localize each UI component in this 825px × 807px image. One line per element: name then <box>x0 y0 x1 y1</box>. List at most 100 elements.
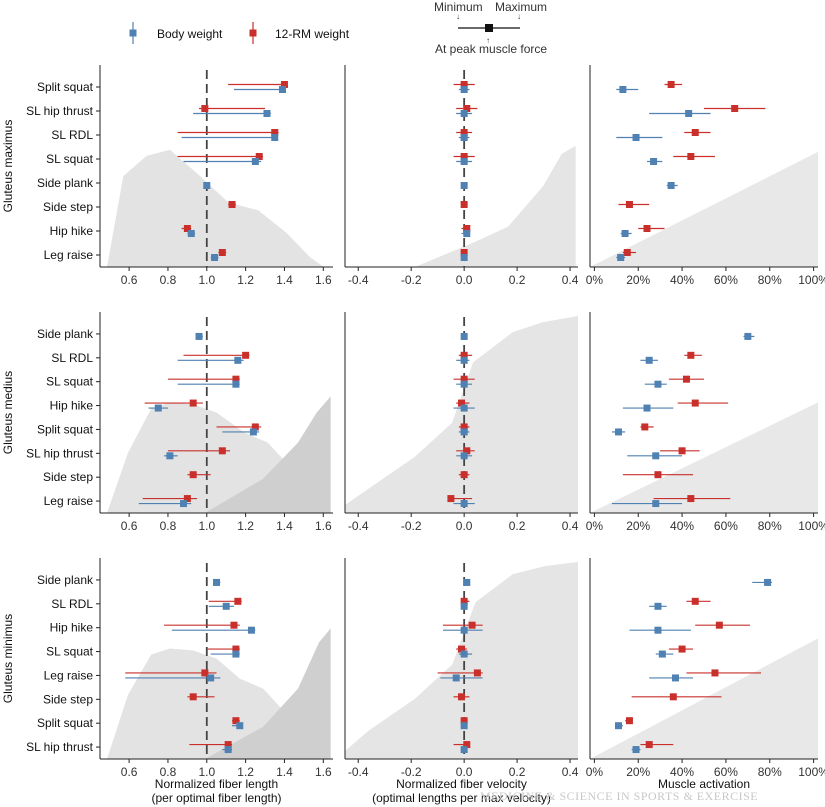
watermark: MEDICINE & SCIENCE IN SPORTS & EXERCISE <box>480 789 758 803</box>
x-tick-label: 100% <box>798 519 825 533</box>
x-tick-label: 0.8 <box>160 765 177 779</box>
point-body-sl-rdl <box>645 356 653 364</box>
point-rm-sl-hip-thrust <box>463 741 471 749</box>
exercise-label-sl-squat: SL squat <box>46 645 94 659</box>
legend-label-body-weight: Body weight <box>157 27 223 41</box>
legend-label-12rm-weight: 12-RM weight <box>275 27 350 41</box>
column-titles: Normalized fiber length(per optimal fibe… <box>151 777 750 805</box>
exercise-label-side-step: Side step <box>43 470 93 484</box>
point-body-sl-rdl <box>234 356 242 364</box>
x-tick-label: 1.0 <box>198 273 215 287</box>
point-body-sl-rdl <box>654 602 662 610</box>
point-rm-sl-rdl <box>460 129 468 136</box>
x-tick-label: 0.0 <box>456 273 473 287</box>
point-rm-split-squat <box>280 81 288 88</box>
point-body-split-squat <box>236 722 244 730</box>
x-axis-title-length: Normalized fiber length <box>155 777 278 791</box>
point-rm-leg-raise <box>460 249 468 256</box>
legend: Body weight 12-RM weight Minimum Maximum… <box>129 0 547 56</box>
x-tick-label: 80% <box>758 765 782 779</box>
point-body-leg-raise <box>460 500 468 508</box>
panel-gluteus-maximus-activation: 0% 20% 40% 60% 80% 100% <box>586 65 825 287</box>
point-body-sl-hip-thrust <box>652 452 660 460</box>
legend-key-peak-arrow: ↑ <box>486 36 490 45</box>
x-tick-label: -0.4 <box>348 273 369 287</box>
point-body-sl-hip-thrust <box>224 746 232 754</box>
exercise-label-leg-raise: Leg raise <box>44 494 94 508</box>
x-axis-title-activation: Muscle activation <box>658 777 750 791</box>
point-body-side-plank <box>460 332 468 340</box>
point-body-sl-squat <box>460 380 468 388</box>
point-rm-side-step <box>228 201 236 208</box>
point-rm-side-step <box>654 471 662 479</box>
point-body-hip-hike <box>460 626 468 634</box>
point-rm-sl-rdl <box>460 597 468 605</box>
point-body-sl-hip-thrust <box>460 110 468 117</box>
x-tick-label: 0% <box>586 519 604 533</box>
exercise-label-sl-squat: SL squat <box>46 152 94 166</box>
point-rm-sl-squat <box>678 645 686 653</box>
range-shading <box>204 396 331 513</box>
point-rm-leg-raise <box>183 495 191 503</box>
point-rm-sl-hip-thrust <box>731 105 739 112</box>
x-tick-label: 1.2 <box>237 765 254 779</box>
point-body-side-plank <box>744 332 752 340</box>
point-rm-hip-hike <box>643 225 651 232</box>
x-tick-label: 100% <box>798 765 825 779</box>
row-label-gluteus-maximus: Gluteus maximus <box>1 120 15 213</box>
point-body-sl-hip-thrust <box>263 110 271 117</box>
point-body-sl-squat <box>658 650 666 658</box>
point-body-sl-rdl <box>271 134 279 141</box>
point-rm-hip-hike <box>189 399 197 407</box>
point-body-sl-squat <box>460 650 468 658</box>
point-body-sl-hip-thrust <box>685 110 693 117</box>
point-body-leg-raise <box>207 674 215 682</box>
legend-item-body-weight: Body weight <box>129 22 223 44</box>
exercise-label-leg-raise: Leg raise <box>44 668 94 682</box>
exercise-label-split-squat: Split squat <box>37 80 94 94</box>
point-rm-hip-hike <box>230 621 238 629</box>
point-body-sl-rdl <box>632 134 640 141</box>
x-tick-label: 1.6 <box>315 765 332 779</box>
point-body-hip-hike <box>621 230 629 237</box>
point-body-split-squat <box>249 428 257 436</box>
point-rm-sl-squat <box>460 375 468 383</box>
point-rm-side-step <box>460 471 468 479</box>
point-rm-sl-rdl <box>234 597 242 605</box>
point-rm-split-squat <box>251 423 259 431</box>
x-tick-label: 0.0 <box>456 519 473 533</box>
point-body-leg-raise <box>452 674 460 682</box>
muscle-group-gluteus-minimus: Gluteus minimus 0.6 0.8 1.0 1.2 1.4 1.6 Side pl… <box>1 558 825 779</box>
x-tick-label: 60% <box>714 519 738 533</box>
exercise-label-sl-hip-thrust: SL hip thrust <box>26 740 94 754</box>
point-body-leg-raise <box>460 254 468 261</box>
point-rm-split-squat <box>460 717 468 725</box>
point-body-sl-rdl <box>460 602 468 610</box>
point-body-split-squat <box>615 722 622 730</box>
point-rm-sl-rdl <box>691 129 699 136</box>
legend-item-12rm-weight: 12-RM weight <box>249 22 350 44</box>
range-shading <box>590 151 818 267</box>
point-rm-sl-squat <box>232 375 240 383</box>
point-body-side-plank <box>195 332 203 340</box>
x-tick-label: 1.4 <box>276 519 293 533</box>
point-rm-hip-hike <box>458 399 465 407</box>
x-tick-label: 20% <box>626 273 650 287</box>
x-tick-label: 0.8 <box>160 519 177 533</box>
range-shading <box>590 402 818 513</box>
point-body-side-plank <box>213 578 220 586</box>
exercise-label-sl-hip-thrust: SL hip thrust <box>26 104 94 118</box>
x-tick-label: 20% <box>626 519 650 533</box>
point-body-hip-hike <box>154 404 162 412</box>
point-body-sl-squat <box>460 158 468 165</box>
x-tick-label: 0.2 <box>509 273 526 287</box>
point-rm-hip-hike <box>183 225 191 232</box>
panel-gluteus-maximus-velocity: -0.4 -0.2 0.0 0.2 0.4 <box>344 65 579 287</box>
legend-key-peak-marker <box>485 24 493 32</box>
x-tick-label: 1.6 <box>315 519 332 533</box>
point-body-split-squat <box>460 722 468 730</box>
point-body-hip-hike <box>460 404 468 412</box>
x-tick-label: -0.2 <box>401 519 422 533</box>
x-tick-label: 1.4 <box>276 273 293 287</box>
point-rm-sl-rdl <box>687 351 695 359</box>
